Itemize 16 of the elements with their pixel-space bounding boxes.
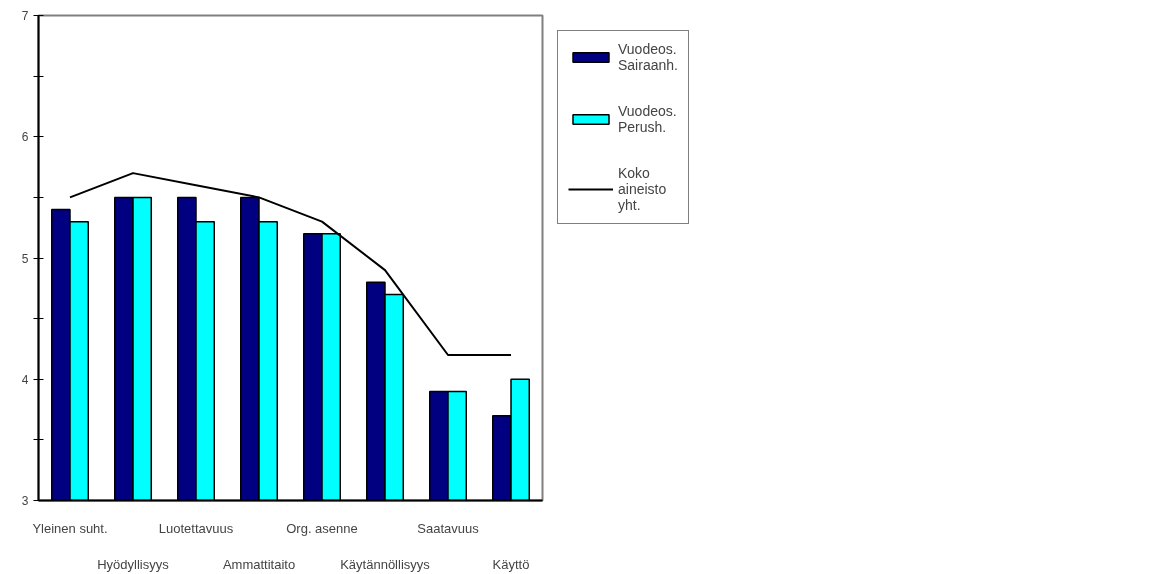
legend-label: Koko aineisto yht. [618, 165, 667, 213]
y-tick-label: 4 [21, 372, 29, 387]
y-tick-label: 5 [21, 251, 29, 266]
x-tick-label: Hyödyllisyys [97, 556, 170, 572]
x-tick-label: Saatavuus [417, 520, 480, 536]
y-tick-label: 7 [21, 9, 29, 23]
x-tick-label: Org. asenne [286, 520, 358, 536]
legend-label: Vuodeos. Perush. [618, 103, 677, 135]
x-tick-label: Yleinen suht. [32, 520, 108, 536]
x-tick-label: Käytännöllisyys [340, 556, 431, 572]
x-tick-label: Käyttö [492, 556, 530, 572]
y-tick-label: 6 [21, 130, 29, 145]
x-tick-label: Luotettavuus [158, 520, 234, 536]
x-tick-label: Ammattitaito [222, 556, 296, 572]
legend-label: Vuodeos. Sairaanh. [618, 41, 678, 73]
y-tick-label: 3 [21, 494, 29, 508]
